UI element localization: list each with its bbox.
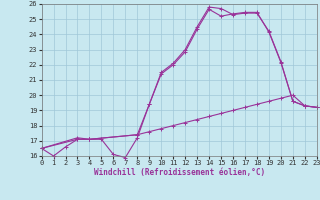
X-axis label: Windchill (Refroidissement éolien,°C): Windchill (Refroidissement éolien,°C) (94, 168, 265, 177)
